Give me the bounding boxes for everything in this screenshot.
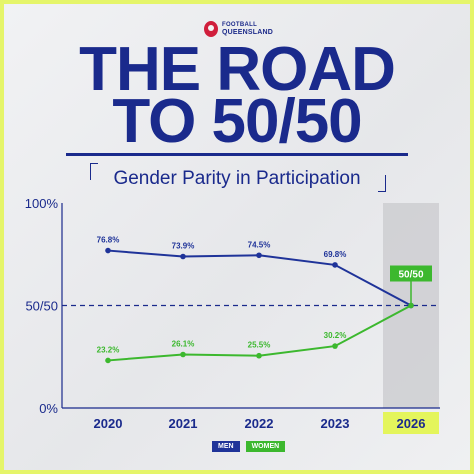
subtitle-bracket-left <box>90 163 98 180</box>
x-tick-label: 2026 <box>397 416 426 431</box>
x-tick-label: 2023 <box>321 416 350 431</box>
legend-women: WOMEN <box>245 441 286 452</box>
logo-line-2: QUEENSLAND <box>222 29 274 36</box>
y-tick-label: 50/50 <box>25 299 58 314</box>
chart-title: Gender Parity in Participation <box>113 168 361 189</box>
data-label-women: 30.2% <box>324 331 347 340</box>
data-label-men: 76.8% <box>97 236 120 245</box>
logo-line-1: FOOTBALL <box>222 22 258 28</box>
target-badge <box>390 265 432 282</box>
data-label-men: 69.8% <box>324 250 347 259</box>
data-label-men: 74.5% <box>248 240 271 249</box>
highlight-tick-background <box>383 412 439 434</box>
subtitle-bracket-right <box>378 175 386 192</box>
legend-men: MEN <box>212 441 240 452</box>
data-label-women: 26.1% <box>172 339 195 348</box>
data-point-men <box>332 262 338 268</box>
data-point-men <box>180 253 186 260</box>
headline-line-1: THE ROAD <box>79 35 396 104</box>
x-tick-label: 2020 <box>94 416 123 431</box>
headline-divider <box>66 153 408 156</box>
data-point-men <box>105 247 111 254</box>
series-line-men <box>107 249 412 307</box>
x-tick-label: 2021 <box>169 416 198 431</box>
data-point-men <box>256 252 262 259</box>
series-line-women <box>107 304 412 362</box>
y-tick-label: 100% <box>25 196 59 211</box>
legend: MEN WOMEN <box>212 441 286 452</box>
x-tick-label: 2022 <box>245 416 274 431</box>
football-ball-icon <box>204 21 218 37</box>
football-queensland-logo: FOOTBALL QUEENSLAND <box>204 18 273 40</box>
data-point-women <box>105 357 111 364</box>
y-tick-label: 0% <box>39 401 58 416</box>
data-point-women <box>180 351 186 358</box>
target-label: 50/50 <box>398 270 423 281</box>
data-point-women <box>332 343 338 349</box>
data-label-women: 25.5% <box>248 341 271 350</box>
headline-line-2: TO 50/50 <box>112 87 362 156</box>
data-label-women: 23.2% <box>97 345 120 354</box>
data-point-women <box>256 352 262 359</box>
data-label-men: 73.9% <box>172 242 195 251</box>
